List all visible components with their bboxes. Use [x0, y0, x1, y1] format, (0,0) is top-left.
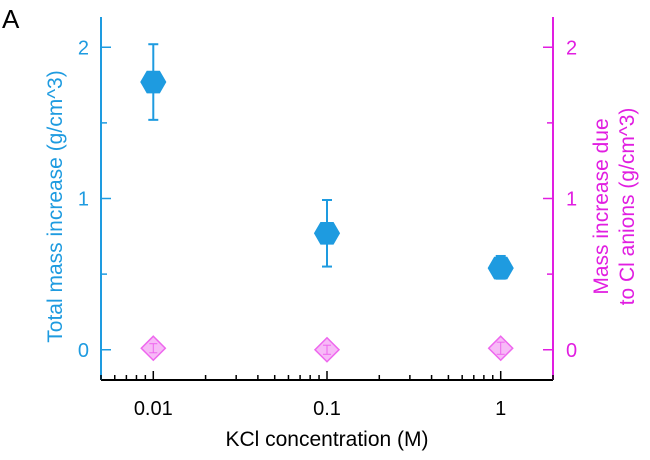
data-point-cl-anions [487, 335, 514, 362]
y-tick-label: 0 [78, 340, 89, 362]
data-point-total-mass [140, 70, 167, 94]
y2-axis-title-line-2: to Cl anions (g/cm^3) [616, 108, 639, 306]
panel-label: A [2, 4, 20, 34]
data-point-cl-anions [313, 336, 341, 363]
data-point-total-mass [313, 221, 341, 245]
axes: 0.01 0.1 1 0 1 2 0 1 2 [78, 17, 577, 420]
x-tick-label: 1 [495, 398, 506, 420]
data-marks [140, 43, 514, 363]
y-tick-label: 1 [78, 189, 89, 211]
y-axis-title: Total mass increase (g/cm^3) [44, 70, 67, 342]
y-tick-label: 2 [78, 37, 89, 59]
y2-tick-label: 0 [566, 340, 577, 362]
x-tick-label: 0.1 [313, 398, 341, 420]
y2-tick-label: 2 [566, 37, 577, 59]
data-point-cl-anions [140, 335, 167, 362]
y2-axis-title-line-1: Mass increase due [590, 118, 613, 294]
x-axis-title: KCl concentration (M) [225, 428, 428, 451]
data-point-total-mass [487, 256, 514, 280]
y2-tick-label: 1 [566, 189, 577, 211]
x-tick-label: 0.01 [134, 398, 173, 420]
